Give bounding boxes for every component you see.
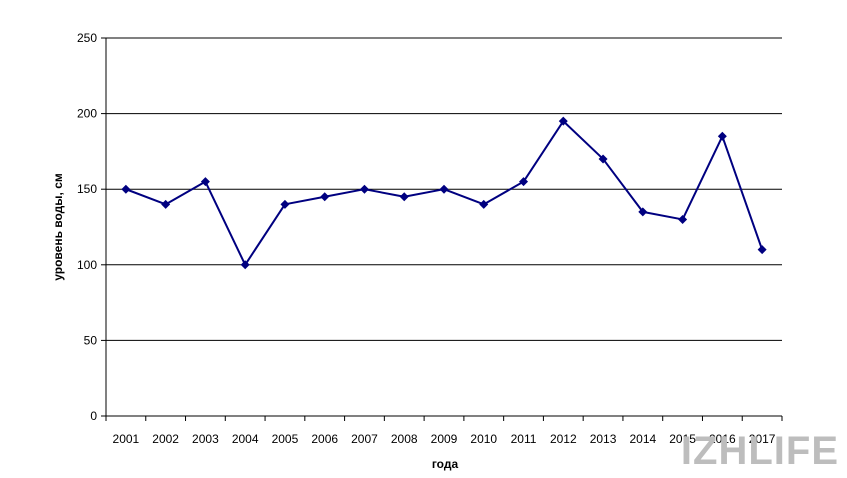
x-tick-labels: 2001 2002 2003 2004 2005 2006 2007 2008 2009 2010… bbox=[113, 432, 776, 446]
data-point bbox=[121, 184, 131, 194]
data-point bbox=[678, 214, 688, 224]
data-point bbox=[479, 199, 489, 209]
data-point bbox=[558, 116, 568, 126]
x-tick-label: 2010 bbox=[470, 432, 497, 446]
y-tick-label: 150 bbox=[77, 182, 97, 196]
x-tick-label: 2004 bbox=[232, 432, 259, 446]
data-point bbox=[200, 177, 210, 187]
x-axis-title: года bbox=[432, 457, 459, 471]
x-tick-label: 2008 bbox=[391, 432, 418, 446]
x-tick-label: 2011 bbox=[511, 432, 537, 446]
y-tick-labels: 0 50 100 150 200 250 bbox=[77, 31, 97, 423]
data-point bbox=[598, 154, 608, 164]
data-point bbox=[280, 199, 290, 209]
x-tick-label: 2006 bbox=[311, 432, 338, 446]
y-tick-label: 100 bbox=[77, 258, 97, 272]
data-point bbox=[240, 260, 250, 270]
series-water-level bbox=[121, 116, 767, 270]
data-point bbox=[359, 184, 369, 194]
y-tick-label: 50 bbox=[84, 333, 98, 347]
y-axis-title: уровень воды, см bbox=[51, 173, 65, 281]
x-tick-label: 2013 bbox=[590, 432, 617, 446]
watermark-logo: IZHLIFE bbox=[680, 429, 839, 473]
x-tick-label: 2009 bbox=[431, 432, 458, 446]
data-point bbox=[638, 207, 648, 217]
x-tick-label: 2003 bbox=[192, 432, 219, 446]
x-tick-label: 2002 bbox=[152, 432, 179, 446]
x-tick-label: 2016 bbox=[709, 432, 736, 446]
y-tick-label: 250 bbox=[77, 31, 97, 45]
axes bbox=[101, 37, 783, 421]
data-point bbox=[717, 131, 727, 141]
x-tick-label: 2015 bbox=[669, 432, 696, 446]
x-tick-label: 2007 bbox=[351, 432, 378, 446]
data-point bbox=[757, 245, 767, 255]
y-tick-label: 0 bbox=[90, 409, 97, 423]
x-tick-label: 2014 bbox=[629, 432, 656, 446]
x-tick-label: 2005 bbox=[272, 432, 299, 446]
data-point bbox=[161, 199, 171, 209]
x-tick-label: 2012 bbox=[550, 432, 577, 446]
data-point bbox=[439, 184, 449, 194]
x-tick-label: 2001 bbox=[113, 432, 140, 446]
x-tick-label: 2017 bbox=[749, 432, 776, 446]
data-point bbox=[399, 192, 409, 202]
y-tick-label: 200 bbox=[77, 107, 97, 121]
data-point bbox=[320, 192, 330, 202]
data-point bbox=[519, 177, 529, 187]
